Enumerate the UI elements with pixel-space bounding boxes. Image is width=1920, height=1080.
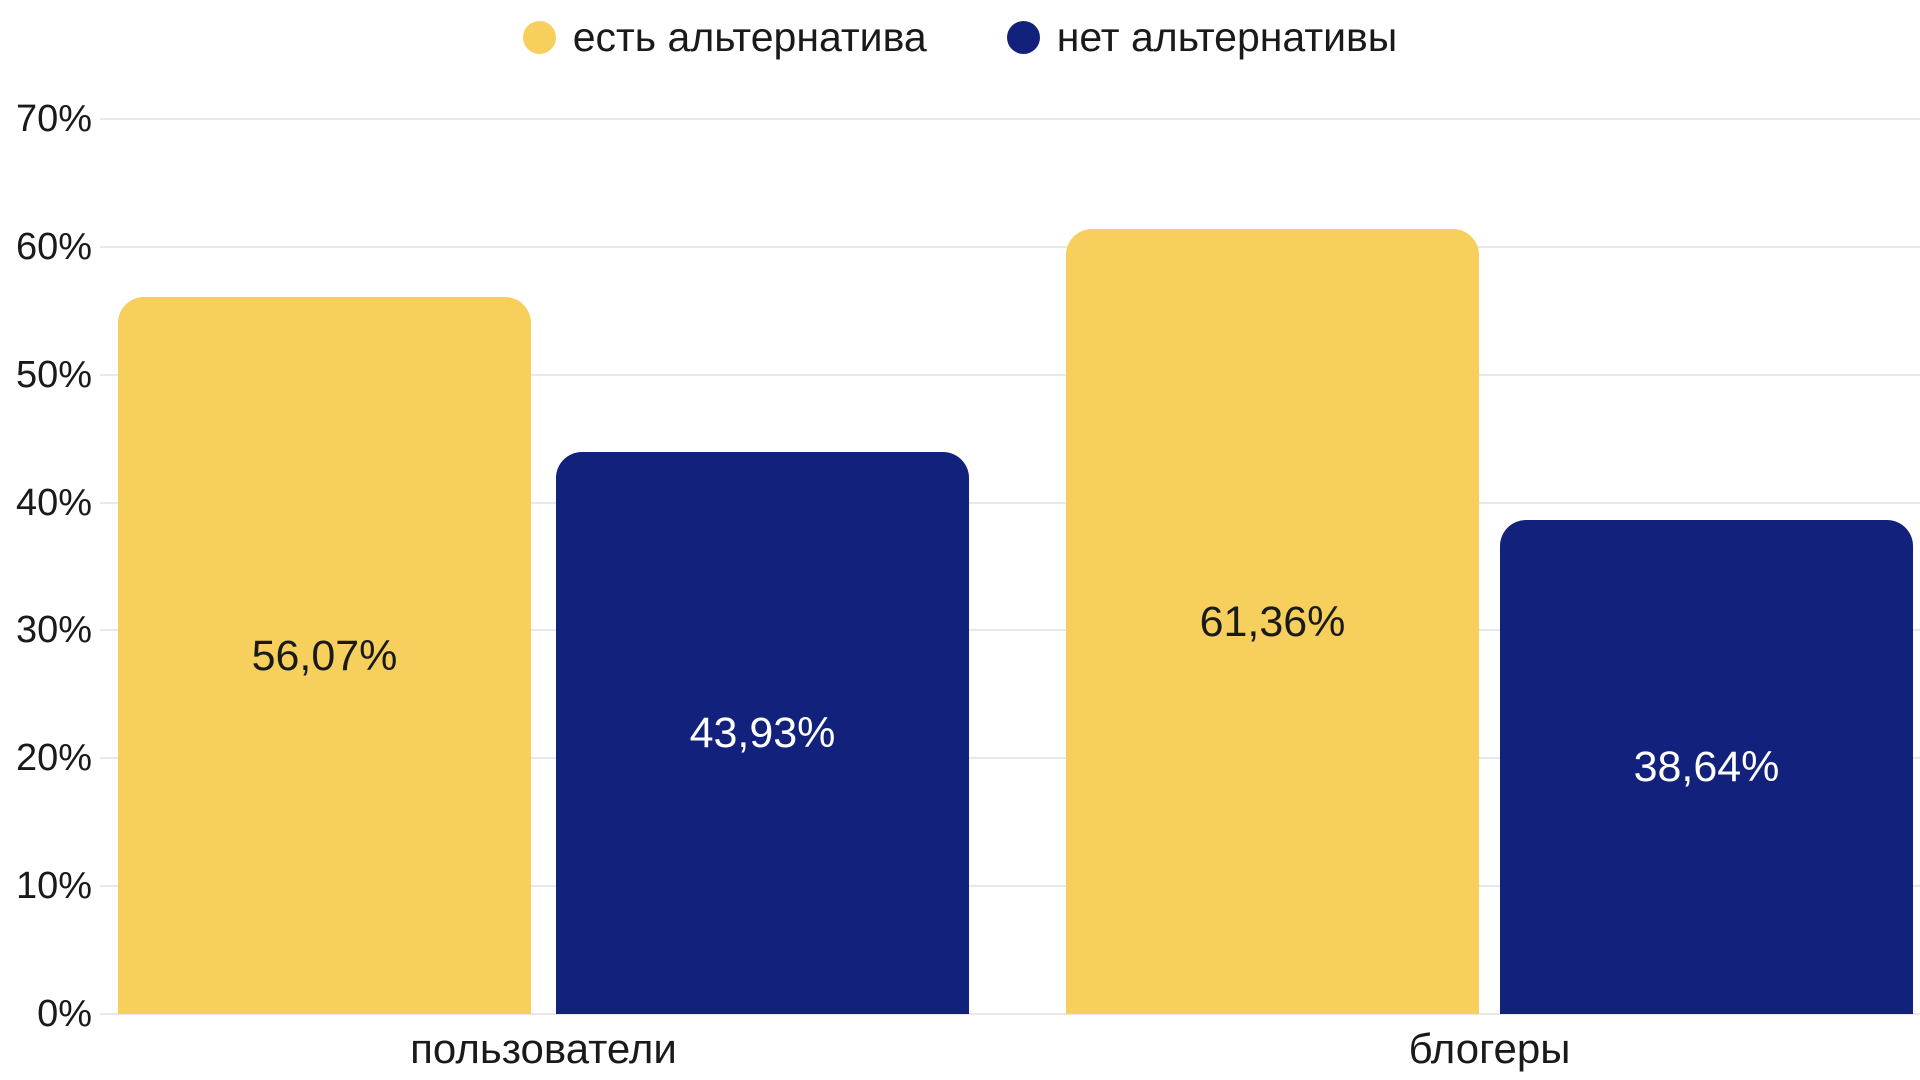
gridline: [100, 118, 1920, 120]
bar-no-alternative-1: [556, 452, 969, 1014]
legend-swatch-yellow-icon: [522, 20, 556, 54]
gridline: [100, 501, 1920, 504]
y-axis-tick-label: 30%: [15, 609, 92, 652]
y-axis-tick-label: 40%: [15, 481, 92, 524]
chart-legend: есть альтернатива нет альтернативы: [0, 12, 1920, 62]
gridline: [100, 245, 1920, 248]
gridline: [100, 373, 1920, 376]
x-axis-category-label: пользователи: [410, 1025, 677, 1072]
legend-item-no-alternative: нет альтернативы: [1006, 12, 1398, 62]
bar-no-alternative-2: [1500, 519, 1913, 1014]
bar-value-label: 43,93%: [689, 709, 836, 757]
y-axis-tick-label: 50%: [15, 353, 92, 396]
x-axis-category-label: блогеры: [1408, 1025, 1571, 1072]
y-axis-tick-label: 0%: [37, 993, 92, 1035]
legend-item-has-alternative: есть альтернатива: [522, 12, 927, 62]
bar-has-alternative-1: [118, 297, 531, 1014]
bar-has-alternative-2: [1066, 229, 1479, 1014]
bar-value-label: 61,36%: [1199, 598, 1346, 646]
y-axis-tick-label: 70%: [15, 98, 92, 140]
y-axis-tick-label: 20%: [15, 737, 92, 780]
legend-label-no-alternative: нет альтернативы: [1056, 14, 1398, 60]
gridline: [100, 1013, 1920, 1015]
y-axis-tick-label: 60%: [15, 225, 92, 268]
gridline: [100, 885, 1920, 888]
bar-value-label: 56,07%: [251, 632, 398, 680]
y-axis-tick-label: 10%: [15, 865, 92, 908]
bar-value-label: 38,64%: [1633, 743, 1780, 791]
gridline: [100, 629, 1920, 632]
gridline: [100, 757, 1920, 760]
legend-label-has-alternative: есть альтернатива: [572, 14, 927, 60]
legend-swatch-navy-icon: [1006, 20, 1040, 54]
